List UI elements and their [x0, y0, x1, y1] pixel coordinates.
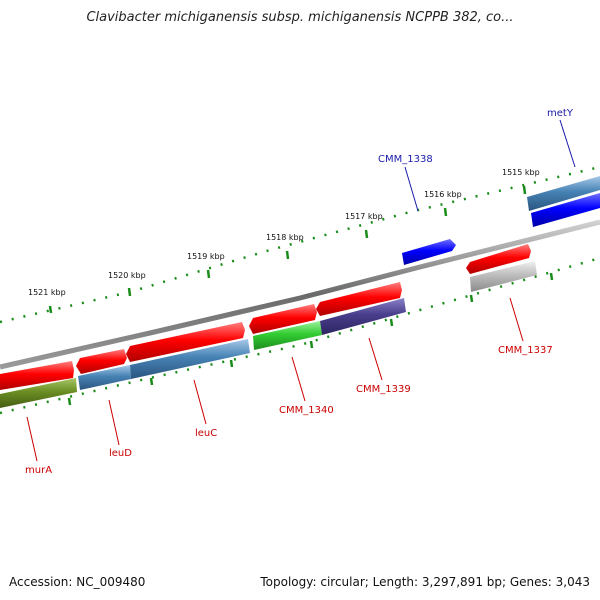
gene-label-leuD[interactable]: leuD — [109, 448, 132, 459]
gene-metY-forward[interactable] — [527, 176, 600, 211]
gene-label-CMM_1337[interactable]: CMM_1337 — [498, 345, 553, 356]
gene-label-CMM_1340[interactable]: CMM_1340 — [279, 405, 334, 416]
tick-label-1517: 1517 kbp — [345, 212, 383, 221]
tick-label-1521: 1521 kbp — [28, 288, 66, 297]
accession-text: Accession: NC_009480 — [9, 575, 146, 589]
leader-murA — [26, 416, 38, 462]
inner-major-ticks — [67, 272, 554, 406]
gene-CMM_1340[interactable] — [253, 321, 322, 350]
tick-label-1520: 1520 kbp — [108, 271, 146, 280]
gene-CMM_1337[interactable] — [470, 261, 537, 292]
tick-label-1515: 1515 kbp — [502, 168, 540, 177]
genome-backbone — [0, 219, 600, 370]
leader-leuC — [193, 379, 207, 425]
gene-label-metY[interactable]: metY — [547, 108, 574, 119]
forward-strand — [0, 176, 600, 390]
gene-CMM_1340-forward[interactable] — [249, 304, 317, 334]
gene-CMM_1339-forward[interactable] — [316, 282, 402, 316]
gene-leuC-forward[interactable] — [126, 322, 245, 362]
tick-label-1519: 1519 kbp — [187, 252, 225, 261]
gene-metY-reverse[interactable] — [531, 193, 600, 227]
label-leaders — [26, 119, 576, 462]
tick-label-1518: 1518 kbp — [266, 233, 304, 242]
major-ticks — [48, 185, 527, 314]
gene-leuD[interactable] — [78, 365, 131, 390]
gene-label-CMM_1338[interactable]: CMM_1338 — [378, 154, 433, 165]
leader-leuD — [108, 399, 120, 446]
map-title: Clavibacter michiganensis subsp. michiga… — [86, 10, 514, 25]
tick-label-1516: 1516 kbp — [424, 190, 462, 199]
gene-murA-forward[interactable] — [0, 361, 74, 390]
leader-CMM_1337 — [509, 297, 524, 342]
leader-metY — [559, 119, 576, 168]
gene-murA[interactable] — [0, 378, 77, 408]
leader-CMM_1338 — [404, 166, 419, 212]
gene-CMM_1338[interactable] — [402, 239, 456, 265]
leader-CMM_1339 — [368, 337, 383, 381]
gene-leuD-forward[interactable] — [76, 349, 127, 374]
genome-summary-text: Topology: circular; Length: 3,297,891 bp… — [260, 575, 590, 589]
gene-leuC[interactable] — [130, 339, 250, 379]
gene-label-CMM_1339[interactable]: CMM_1339 — [356, 384, 411, 395]
gene-label-leuC[interactable]: leuC — [195, 428, 217, 439]
reverse-strand — [0, 193, 600, 408]
gene-CMM_1339[interactable] — [320, 298, 406, 335]
gene-CMM_1337-forward[interactable] — [466, 244, 531, 274]
gene-label-murA[interactable]: murA — [25, 465, 52, 476]
leader-CMM_1340 — [291, 356, 306, 402]
